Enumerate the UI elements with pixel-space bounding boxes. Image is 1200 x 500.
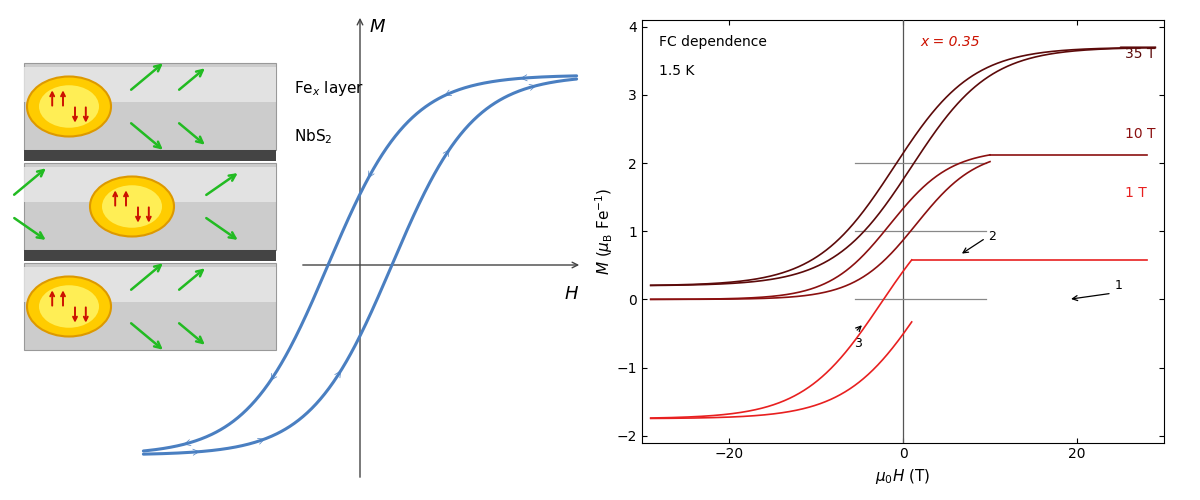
FancyBboxPatch shape [24,262,276,350]
Ellipse shape [38,285,98,328]
Y-axis label: $M$ ($\mu_{\rm B}$ Fe$^{-1}$): $M$ ($\mu_{\rm B}$ Fe$^{-1}$) [594,188,616,275]
FancyBboxPatch shape [24,62,276,150]
Text: FC dependence: FC dependence [660,35,767,49]
Text: $H$: $H$ [564,285,580,303]
Text: 1 T: 1 T [1124,186,1147,200]
Text: $M$: $M$ [370,18,386,36]
Ellipse shape [102,185,162,228]
Text: 1: 1 [1115,279,1122,292]
Text: 2: 2 [989,230,996,243]
X-axis label: $\mu_0H$ (T): $\mu_0H$ (T) [875,467,931,486]
FancyBboxPatch shape [24,167,276,202]
Text: Fe$_x$ layer: Fe$_x$ layer [294,80,365,98]
Ellipse shape [26,76,112,136]
Text: NbS$_2$: NbS$_2$ [294,128,332,146]
Ellipse shape [38,85,98,128]
Ellipse shape [26,276,112,336]
Ellipse shape [90,176,174,236]
Text: 1.5 K: 1.5 K [660,64,695,78]
FancyBboxPatch shape [24,150,276,161]
FancyBboxPatch shape [24,67,276,102]
FancyBboxPatch shape [24,250,276,261]
FancyBboxPatch shape [24,162,276,250]
Text: x = 0.35: x = 0.35 [920,35,980,49]
Text: 10 T: 10 T [1124,128,1156,141]
Text: 35 T: 35 T [1124,47,1156,61]
Text: 3: 3 [854,337,862,350]
FancyBboxPatch shape [24,267,276,302]
